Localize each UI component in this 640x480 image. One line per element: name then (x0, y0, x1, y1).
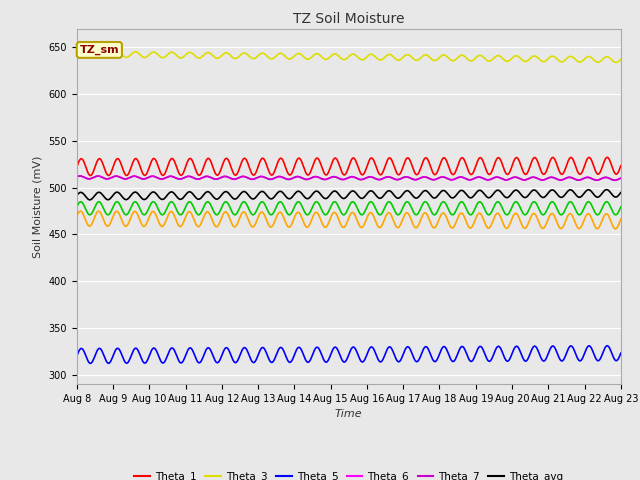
Y-axis label: Soil Moisture (mV): Soil Moisture (mV) (33, 155, 43, 258)
Text: TZ_sm: TZ_sm (79, 45, 119, 55)
Legend: Theta_1, Theta_2, Theta_3, Theta_4, Theta_5, Theta_6, Theta_7, Theta_avg: Theta_1, Theta_2, Theta_3, Theta_4, Thet… (130, 468, 568, 480)
Title: TZ Soil Moisture: TZ Soil Moisture (293, 12, 404, 26)
X-axis label: Time: Time (335, 409, 363, 419)
